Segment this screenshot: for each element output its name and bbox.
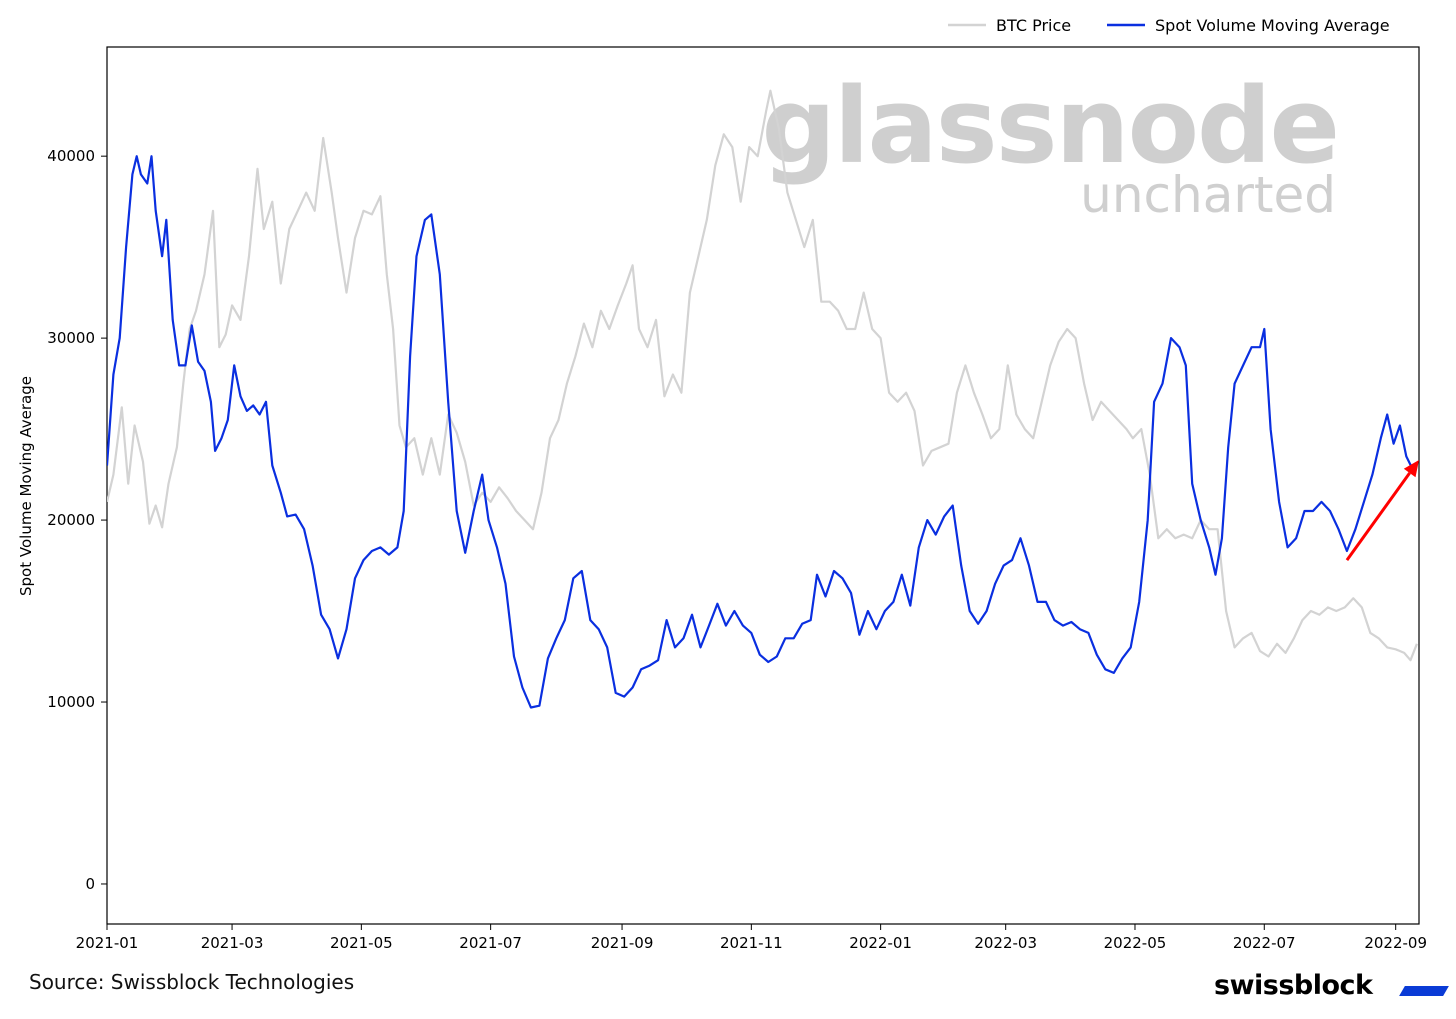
plot-frame	[106, 46, 1420, 925]
annotation-layer	[1345, 460, 1419, 561]
x-axis: 2021-01 2021-03 2021-05 2021-07 2021-09 2021-…	[76, 924, 1427, 952]
series-line-btc-price	[107, 89, 1418, 662]
y-axis: 0 10000 20000 30000 40000	[47, 147, 107, 893]
series-layer	[107, 89, 1418, 709]
x-tick-label: 2022-01	[849, 934, 912, 952]
arrow-annotation-head	[1403, 460, 1419, 478]
y-axis-title: Spot Volume Moving Average	[17, 376, 35, 596]
arrow-annotation-shaft	[1345, 472, 1411, 561]
legend-item-btc-price[interactable]: BTC Price	[948, 16, 1071, 35]
legend-item-spot-volume[interactable]: Spot Volume Moving Average	[1107, 16, 1390, 35]
y-tick-label: 20000	[47, 511, 95, 529]
legend[interactable]: BTC Price Spot Volume Moving Average	[948, 16, 1390, 35]
x-tick-label: 2021-07	[459, 934, 522, 952]
watermark-title: glassnode	[761, 65, 1338, 187]
legend-label-spot-volume: Spot Volume Moving Average	[1155, 16, 1390, 35]
brand-logo-text: swissblock	[1214, 970, 1373, 1001]
x-tick-label: 2021-03	[201, 934, 264, 952]
x-tick-label: 2022-07	[1233, 934, 1296, 952]
watermark-subtitle: uncharted	[1080, 166, 1336, 224]
y-tick-label: 10000	[47, 693, 95, 711]
x-tick-label: 2022-09	[1364, 934, 1427, 952]
x-tick-label: 2021-09	[591, 934, 654, 952]
x-tick-label: 2021-05	[330, 934, 393, 952]
series-line-spot-volume	[107, 155, 1414, 709]
y-tick-label: 0	[85, 875, 95, 893]
brand-mark-icon	[1399, 986, 1449, 996]
x-tick-label: 2021-11	[720, 934, 783, 952]
x-tick-label: 2021-01	[76, 934, 139, 952]
legend-label-btc-price: BTC Price	[996, 16, 1071, 35]
y-tick-label: 40000	[47, 147, 95, 165]
x-tick-label: 2022-03	[974, 934, 1037, 952]
x-tick-label: 2022-05	[1104, 934, 1167, 952]
source-note: Source: Swissblock Technologies	[29, 970, 355, 994]
y-tick-label: 30000	[47, 329, 95, 347]
